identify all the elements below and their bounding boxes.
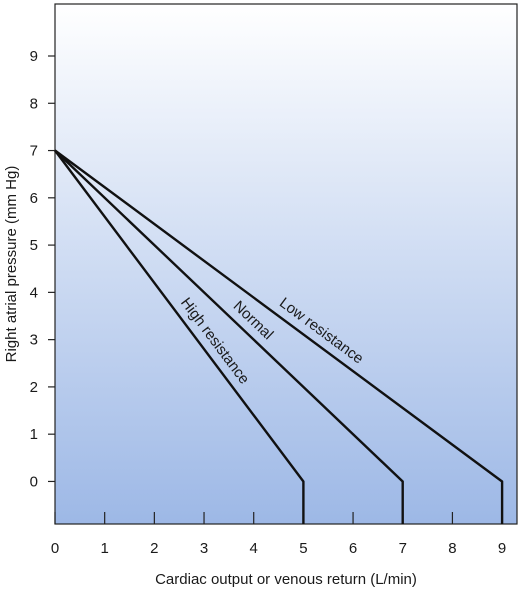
x-tick-label: 3 xyxy=(200,540,208,557)
x-tick-label: 9 xyxy=(498,540,506,557)
y-tick-label: 6 xyxy=(30,190,38,207)
x-tick-label: 0 xyxy=(51,540,59,557)
y-tick-label: 5 xyxy=(30,237,38,254)
x-tick-label: 5 xyxy=(299,540,307,557)
x-tick-label: 4 xyxy=(250,540,258,557)
y-tick-label: 8 xyxy=(30,95,38,112)
plot-area xyxy=(54,3,518,525)
x-axis-title: Cardiac output or venous return (L/min) xyxy=(155,571,417,588)
x-tick-label: 2 xyxy=(150,540,158,557)
x-tick-label: 8 xyxy=(448,540,456,557)
x-tick-label: 7 xyxy=(399,540,407,557)
series-line-normal xyxy=(54,149,404,524)
series-line-high-resistance xyxy=(54,149,305,524)
y-tick-label: 2 xyxy=(30,379,38,396)
y-tick-label: 0 xyxy=(30,473,38,490)
series-line-low-resistance xyxy=(54,149,504,524)
x-tick-label: 6 xyxy=(349,540,357,557)
y-tick-label: 9 xyxy=(30,48,38,65)
y-tick-label: 4 xyxy=(30,284,38,301)
y-axis-title: Right atrial pressure (mm Hg) xyxy=(3,166,20,363)
y-tick-label: 1 xyxy=(30,426,38,443)
y-tick-label: 3 xyxy=(30,332,38,349)
x-tick-label: 1 xyxy=(101,540,109,557)
y-tick-label: 7 xyxy=(30,143,38,160)
